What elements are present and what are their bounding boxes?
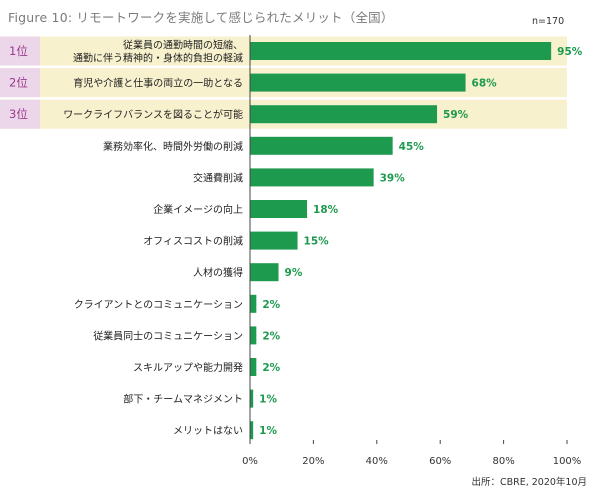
value-label-7: 15% (304, 236, 330, 248)
x-tick-label-4: 60% (429, 456, 451, 467)
category-label-4: 業務効率化、時間外労働の削減 (103, 140, 243, 153)
category-label-13: メリットはない (173, 425, 243, 437)
bar-7 (250, 231, 298, 250)
sample-size-note: n=170 (532, 16, 564, 27)
value-label-1: 95% (557, 46, 583, 58)
bar-2 (250, 73, 466, 92)
value-label-6: 18% (313, 204, 339, 216)
bars (250, 42, 552, 440)
value-label-11: 2% (262, 362, 280, 374)
rank-label-3: 3位 (9, 107, 28, 121)
x-tick-label-5: 80% (492, 456, 514, 467)
bar-9 (250, 294, 257, 313)
category-label-1: 従業員の通勤時間の短縮、通勤に伴う精神的・身体的負担の軽減 (73, 39, 243, 65)
bar-10 (250, 326, 257, 345)
source-note: 出所：CBRE, 2020年10月 (471, 476, 587, 488)
category-label-6: 企業イメージの向上 (153, 203, 243, 216)
bar-12 (250, 389, 254, 408)
value-label-5: 39% (380, 172, 406, 184)
x-tick-label-1: 0% (242, 456, 258, 467)
category-label-8: 人材の獲得 (193, 266, 243, 279)
value-label-4: 45% (399, 141, 425, 153)
category-label-7: オフィスコストの削減 (143, 235, 243, 248)
category-label-2: 育児や介護と仕事の両立の一助となる (73, 77, 243, 90)
category-label-9: クライアントとのコミュニケーション (74, 299, 243, 311)
top-rank-highlights: 1位 2位 3位 (0, 36, 567, 129)
chart-title: Figure 10: リモートワークを実施して感じられたメリット（全国） (8, 10, 394, 25)
value-label-3: 59% (443, 109, 469, 121)
bar-13 (250, 421, 254, 440)
category-label-3: ワークライフバランスを図ることが可能 (63, 108, 243, 121)
x-tick-label-2: 20% (302, 456, 324, 467)
category-label-10: 従業員同士のコミュニケーション (93, 329, 243, 342)
rank-label-1: 1位 (9, 44, 28, 58)
rank-badge-3 (0, 99, 40, 129)
value-label-9: 2% (262, 299, 280, 311)
value-label-10: 2% (262, 330, 280, 342)
category-label-5: 交通費削減 (193, 171, 243, 184)
category-label-12: 部下・チームマネジメント (123, 393, 243, 406)
value-labels: 95% 68% 59% 45% 39% 18% 15% 9% 2% 2% 2% 1% 1% (259, 46, 583, 437)
value-label-12: 1% (259, 394, 277, 406)
rank-badge-1 (0, 36, 40, 66)
bar-11 (250, 358, 257, 376)
rank-badge-2 (0, 68, 40, 98)
value-label-13: 1% (259, 425, 277, 437)
bar-1 (250, 42, 552, 60)
x-tick-label-6: 100% (553, 456, 582, 467)
bar-3 (250, 105, 438, 124)
value-label-2: 68% (472, 78, 498, 90)
bar-5 (250, 168, 374, 187)
bar-6 (250, 200, 308, 218)
bar-8 (250, 263, 279, 282)
value-label-8: 9% (285, 267, 303, 279)
x-axis: 0% 20% 40% 60% 80% 100% (242, 35, 581, 467)
category-labels: 従業員の通勤時間の短縮、通勤に伴う精神的・身体的負担の軽減育児や介護と仕事の両立… (63, 39, 243, 438)
bar-4 (250, 136, 393, 155)
x-tick-label-3: 40% (366, 456, 388, 467)
category-label-11: スキルアップや能力開発 (133, 361, 243, 374)
rank-label-2: 2位 (9, 76, 28, 90)
